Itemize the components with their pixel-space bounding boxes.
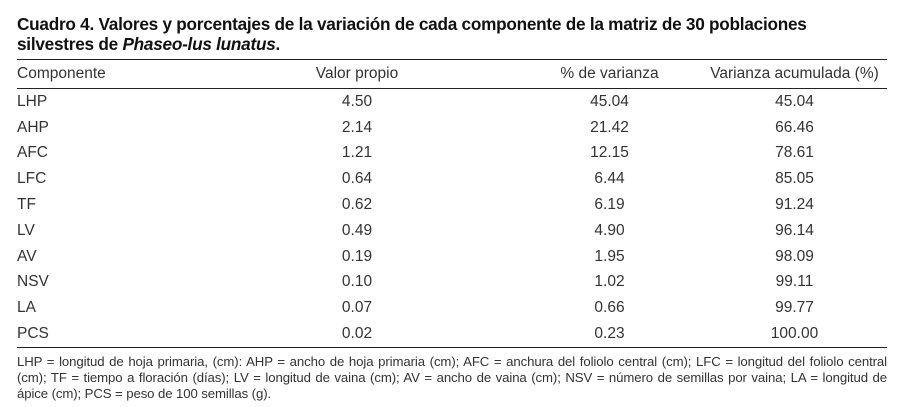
cell-componente: AFC xyxy=(17,144,48,162)
cell-componente: AHP xyxy=(17,118,49,136)
table-row: AFC 1.21 12.15 78.61 xyxy=(17,141,887,167)
cell-varianza-acumulada: 99.77 xyxy=(775,299,814,317)
cell-componente: LV xyxy=(17,221,35,239)
cell-valor-propio: 0.49 xyxy=(341,221,373,239)
cell-valor-propio: 2.14 xyxy=(341,118,373,136)
cell-valor-propio: 0.10 xyxy=(341,273,373,291)
cell-varianza-acumulada: 100.00 xyxy=(702,321,887,348)
cell-porcentaje-varianza: 4.90 xyxy=(594,221,625,239)
table-row: LV 0.49 4.90 96.14 xyxy=(17,218,887,244)
table-caption: Cuadro 4. Valores y porcentajes de la va… xyxy=(17,14,887,54)
cell-componente: AV xyxy=(17,247,37,265)
cell-varianza-acumulada: 45.04 xyxy=(775,92,814,110)
cell-componente: LHP xyxy=(17,92,48,110)
cell-valor-propio: 0.07 xyxy=(341,299,373,317)
caption-period: . xyxy=(275,34,281,54)
cell-componente: LFC xyxy=(17,170,47,188)
cell-varianza-acumulada: 99.11 xyxy=(775,273,814,291)
table-header-row: Componente Valor propio % de varianza Va… xyxy=(17,59,887,89)
header-componente: Componente xyxy=(17,59,197,89)
document: Cuadro 4. Valores y porcentajes de la va… xyxy=(17,14,887,402)
table-row: LHP 4.50 45.04 45.04 xyxy=(17,89,887,115)
cell-varianza-acumulada: 85.05 xyxy=(775,170,814,188)
cell-valor-propio: 0.64 xyxy=(341,170,373,188)
cell-porcentaje-varianza: 21.42 xyxy=(590,118,629,136)
table-footnote: LHP = longitud de hoja primaria, (cm): A… xyxy=(17,353,887,401)
cell-porcentaje-varianza: 0.23 xyxy=(517,321,702,348)
table-row: TF 0.62 6.19 91.24 xyxy=(17,192,887,218)
cell-varianza-acumulada: 91.24 xyxy=(775,196,814,214)
cell-varianza-acumulada: 96.14 xyxy=(775,221,814,239)
table-row: AV 0.19 1.95 98.09 xyxy=(17,244,887,270)
table-row: PCS 0.02 0.23 100.00 xyxy=(17,321,887,348)
cell-porcentaje-varianza: 6.44 xyxy=(594,170,625,188)
cell-porcentaje-varianza: 0.66 xyxy=(594,299,625,317)
cell-varianza-acumulada: 98.09 xyxy=(775,247,814,265)
cell-valor-propio: 0.02 xyxy=(197,321,517,348)
cell-varianza-acumulada: 78.61 xyxy=(775,144,814,162)
table-row: LA 0.07 0.66 99.77 xyxy=(17,295,887,321)
table-row: AHP 2.14 21.42 66.46 xyxy=(17,115,887,141)
header-porcentaje-varianza: % de varianza xyxy=(517,59,702,89)
cell-porcentaje-varianza: 6.19 xyxy=(594,196,625,214)
caption-text: Cuadro 4. Valores y porcentajes de la va… xyxy=(17,14,807,54)
eigenvalue-table: Componente Valor propio % de varianza Va… xyxy=(17,59,887,348)
cell-valor-propio: 0.62 xyxy=(341,196,373,214)
table-row: NSV 0.10 1.02 99.11 xyxy=(17,270,887,296)
cell-porcentaje-varianza: 1.02 xyxy=(594,273,625,291)
cell-porcentaje-varianza: 12.15 xyxy=(590,144,629,162)
cell-componente: TF xyxy=(17,196,36,214)
cell-valor-propio: 4.50 xyxy=(341,92,373,110)
cell-porcentaje-varianza: 45.04 xyxy=(590,92,629,110)
cell-componente: PCS xyxy=(17,321,197,348)
cell-componente: LA xyxy=(17,299,36,317)
cell-componente: NSV xyxy=(17,273,49,291)
cell-porcentaje-varianza: 1.95 xyxy=(594,247,625,265)
cell-varianza-acumulada: 66.46 xyxy=(775,118,814,136)
header-varianza-acumulada: Varianza acumulada (%) xyxy=(702,59,887,89)
header-valor-propio: Valor propio xyxy=(197,59,517,89)
cell-valor-propio: 1.21 xyxy=(341,144,373,162)
cell-valor-propio: 0.19 xyxy=(341,247,373,265)
table-row: LFC 0.64 6.44 85.05 xyxy=(17,166,887,192)
caption-species: Phaseo-lus lunatus xyxy=(122,34,276,54)
